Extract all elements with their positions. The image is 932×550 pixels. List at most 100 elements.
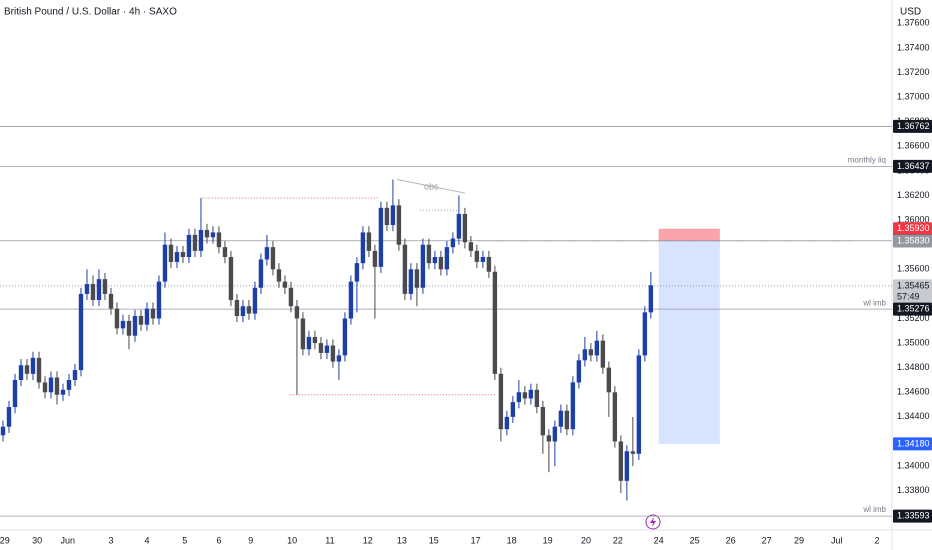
candle-body <box>588 349 594 356</box>
x-tick-label: 18 <box>507 535 517 545</box>
candle-body <box>66 379 72 390</box>
price-label-box <box>893 302 932 316</box>
price-label: 1.35830 <box>897 235 930 245</box>
price-label-box <box>893 437 932 451</box>
candle-body <box>336 355 342 362</box>
candle-body <box>564 410 570 430</box>
x-tick-label: 17 <box>471 535 481 545</box>
candle-body <box>6 407 12 427</box>
candle-body <box>108 293 114 309</box>
x-tick-label: 4 <box>144 535 149 545</box>
candle-body <box>522 392 528 399</box>
price-label-box <box>893 119 932 133</box>
currency: USD <box>900 7 921 18</box>
price-label: 1.35276 <box>897 304 930 314</box>
candle-body <box>528 389 534 399</box>
target-zone <box>658 241 720 444</box>
candle-body <box>402 244 408 294</box>
candle-body <box>84 284 90 294</box>
candle-body <box>150 308 156 319</box>
price-label-box <box>893 509 932 523</box>
x-tick-label: 11 <box>325 535 334 545</box>
candle-body <box>0 426 6 436</box>
candle-body <box>30 357 36 374</box>
y-tick-label: 1.35200 <box>897 313 930 323</box>
candle-body <box>90 284 96 301</box>
candle-body <box>312 336 318 344</box>
candle-body <box>600 340 606 368</box>
price-label: 1.35465 <box>897 280 930 290</box>
candle-body <box>264 247 270 260</box>
candle-body <box>24 365 30 374</box>
candle-body <box>168 244 174 262</box>
candle-body <box>42 382 48 393</box>
y-tick-label: 1.36000 <box>897 214 930 224</box>
candle-body <box>366 232 372 251</box>
price-countdown: 57:49 <box>897 291 920 301</box>
candle-body <box>492 271 498 374</box>
y-tick-label: 1.36200 <box>897 190 930 200</box>
candle-body <box>546 435 552 442</box>
candle-body <box>372 250 378 267</box>
candle-body <box>216 232 222 248</box>
x-tick-label: 20 <box>581 535 591 545</box>
x-tick-label: 26 <box>726 535 736 545</box>
x-tick-label: 30 <box>32 535 42 545</box>
x-tick-label: 29 <box>794 535 804 545</box>
candle-body <box>300 318 306 350</box>
candle-body <box>624 451 630 481</box>
y-tick-label: 1.37200 <box>897 67 930 77</box>
chart-title: British Pound / U.S. Dollar · 4h · SAXO <box>4 7 177 18</box>
candle-body <box>258 259 264 288</box>
candle-body <box>306 336 312 350</box>
candle-body <box>552 426 558 442</box>
annotation-line <box>397 179 465 194</box>
candle-body <box>354 263 360 282</box>
candle-body <box>486 257 492 272</box>
x-tick-label: Jun <box>61 535 76 545</box>
level-note: monthly liq <box>848 155 886 164</box>
candle-body <box>282 281 288 288</box>
candle-body <box>60 389 66 395</box>
candle-body <box>288 287 294 307</box>
candle-body <box>636 355 642 454</box>
candle-body <box>234 300 240 317</box>
candle-body <box>630 451 636 454</box>
candle-body <box>516 392 522 403</box>
candle-body <box>204 229 210 238</box>
price-label: 1.36762 <box>897 121 930 131</box>
candle-body <box>462 213 468 243</box>
candle-body <box>72 370 78 380</box>
candle-body <box>396 205 402 245</box>
candle-body <box>612 392 618 442</box>
candle-body <box>12 379 18 408</box>
candle-body <box>174 252 180 262</box>
x-tick-label: 10 <box>287 535 297 545</box>
candle-body <box>330 345 336 362</box>
candle-body <box>390 205 396 226</box>
candle-body <box>156 281 162 319</box>
candle-body <box>210 232 216 238</box>
stop-zone <box>658 228 720 242</box>
candle-body <box>360 232 366 264</box>
x-tick-label: 24 <box>654 535 664 545</box>
candle-body <box>618 441 624 481</box>
x-tick-label: 13 <box>397 535 407 545</box>
x-tick-label: 27 <box>762 535 772 545</box>
candle-body <box>474 250 480 262</box>
candle-body <box>420 244 426 288</box>
candle-body <box>222 247 228 258</box>
x-tick-label: 29 <box>0 535 10 545</box>
x-tick-label: 3 <box>108 535 113 545</box>
candle-body <box>606 367 612 393</box>
candle-body <box>138 316 144 325</box>
y-tick-label: 1.34400 <box>897 411 930 421</box>
y-tick-label: 1.37400 <box>897 42 930 52</box>
y-tick-label: 1.33800 <box>897 485 930 495</box>
x-tick-label: 6 <box>216 535 221 545</box>
level-note: wl imb <box>862 298 886 307</box>
candle-body <box>480 257 486 262</box>
candle-body <box>384 207 390 226</box>
level-note: wl imb <box>862 505 886 514</box>
